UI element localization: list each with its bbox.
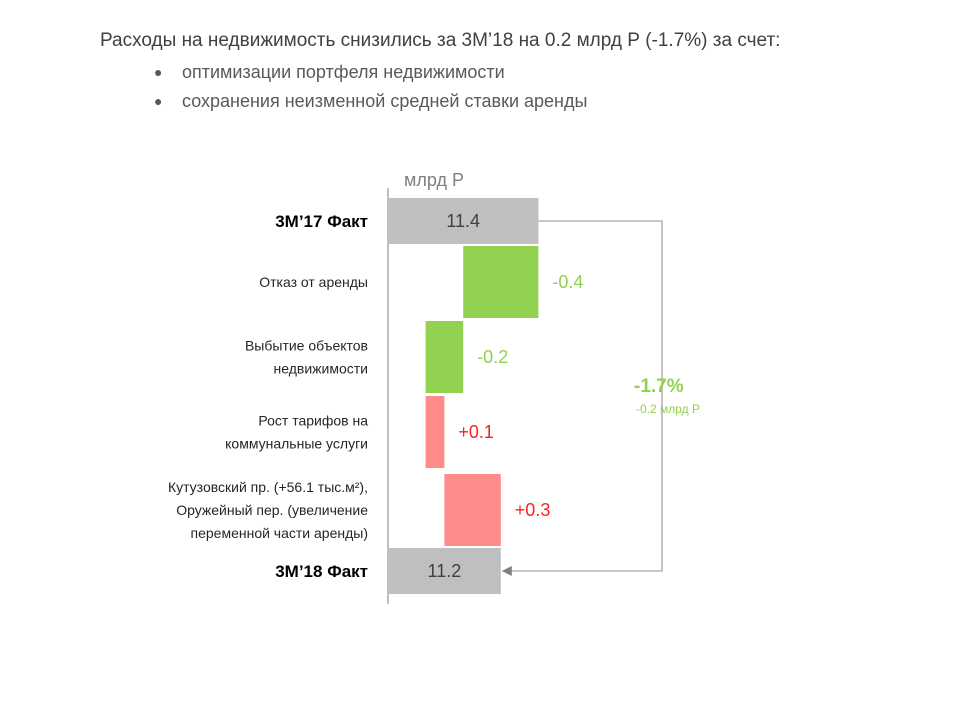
category-label: переменной части аренды) <box>191 525 369 541</box>
bar-value-label: 11.4 <box>446 211 480 231</box>
total-bar <box>388 548 501 594</box>
increase-bar <box>425 396 445 468</box>
category-label: коммунальные услуги <box>225 435 368 451</box>
bullet-text: сохранения неизменной средней ставки аре… <box>182 91 588 111</box>
category-label: Рост тарифов на <box>258 412 368 428</box>
category-label: Кутузовский пр. (+56.1 тыс.м²), <box>168 479 368 495</box>
bullet-item: ● сохранения неизменной средней ставки ар… <box>150 89 587 118</box>
page-title: Расходы на недвижимость снизились за 3M’… <box>100 30 781 51</box>
category-label: 3M’18 Факт <box>275 562 368 581</box>
change-absolute-label: -0.2 млрд Р <box>636 402 700 416</box>
bar-value-label: -0.2 <box>477 347 508 367</box>
bullet-item: ● оптимизации портфеля недвижимости <box>150 60 587 89</box>
bullet-text: оптимизации портфеля недвижимости <box>182 62 505 82</box>
category-label: недвижимости <box>274 360 368 376</box>
total-bar <box>388 198 539 244</box>
bullet-dot-icon: ● <box>154 93 163 109</box>
category-label: Отказ от аренды <box>259 274 368 290</box>
bar-value-label: 11.2 <box>428 561 462 581</box>
change-bracket <box>508 220 663 572</box>
bar-value-label: +0.1 <box>458 422 494 442</box>
bar-value-label: -0.4 <box>552 272 583 292</box>
increase-bar <box>444 474 501 546</box>
chart-unit-label: млрд Р <box>404 170 464 190</box>
category-label: Оружейный пер. (увеличение <box>176 502 368 518</box>
decrease-bar <box>425 321 464 393</box>
category-label: Выбытие объектов <box>245 337 368 353</box>
arrow-head-icon <box>501 566 512 576</box>
category-label: 3M’17 Факт <box>275 212 368 231</box>
bar-value-label: +0.3 <box>515 500 551 520</box>
bullet-dot-icon: ● <box>154 64 163 80</box>
bullet-list: ● оптимизации портфеля недвижимости ● сохр… <box>150 60 587 118</box>
decrease-bar <box>463 246 539 318</box>
change-percent-label: -1.7% <box>634 376 684 397</box>
